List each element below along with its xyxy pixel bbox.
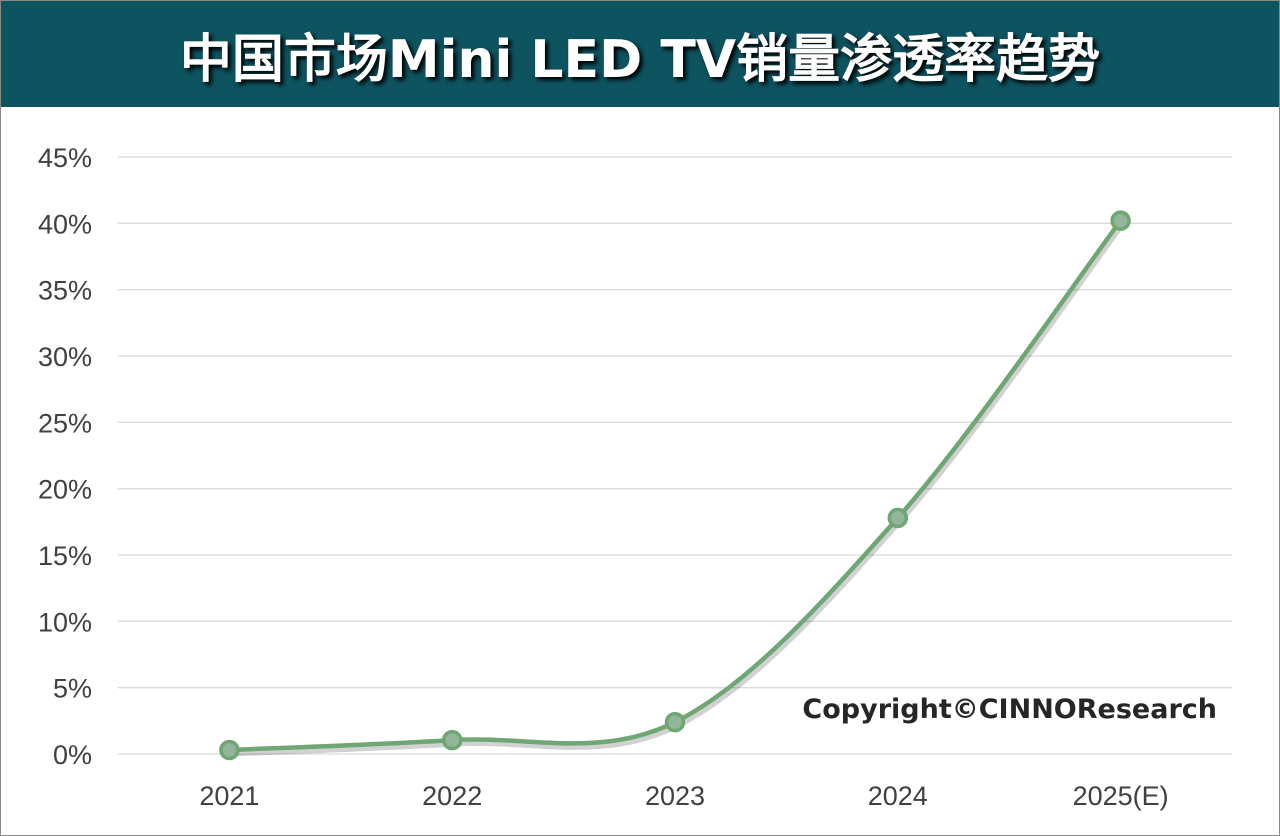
y-tick-label: 20% xyxy=(38,475,92,505)
data-point xyxy=(219,739,240,761)
series-line-shadow xyxy=(231,223,1125,757)
data-point xyxy=(887,507,909,529)
y-tick-label: 15% xyxy=(38,541,92,571)
y-tick-label: 30% xyxy=(38,342,92,372)
y-tick-label: 0% xyxy=(53,740,92,770)
chart-title: 中国市场Mini LED TV销量渗透率趋势 xyxy=(179,29,1101,90)
x-tick-label: 2022 xyxy=(422,781,482,811)
series-line xyxy=(229,219,1123,753)
x-tick-label: 2024 xyxy=(868,781,928,811)
y-tick-label: 45% xyxy=(38,143,92,173)
x-tick-label: 2025(E) xyxy=(1073,781,1169,811)
y-tick-label: 5% xyxy=(53,674,92,704)
y-tick-label: 25% xyxy=(38,408,92,438)
x-tick-label: 2021 xyxy=(199,781,259,811)
data-point xyxy=(664,711,686,733)
y-tick-label: 10% xyxy=(38,607,92,637)
data-point xyxy=(441,729,463,751)
data-point xyxy=(1110,210,1131,231)
x-tick-label: 2023 xyxy=(645,781,705,811)
title-banner: 中国市场Mini LED TV销量渗透率趋势 xyxy=(1,1,1279,107)
copyright-watermark: Copyright©CINNOResearch xyxy=(802,694,1217,725)
y-tick-label: 35% xyxy=(38,276,92,306)
y-tick-label: 40% xyxy=(38,209,92,239)
